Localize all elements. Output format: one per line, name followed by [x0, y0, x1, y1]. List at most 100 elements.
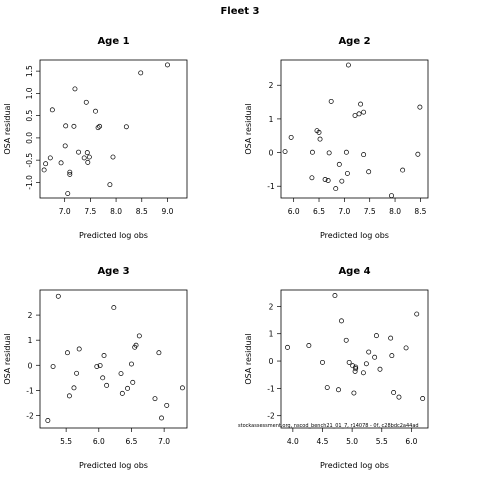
data-point — [165, 62, 170, 68]
data-point — [344, 170, 350, 176]
panel-title: Age 4 — [338, 266, 370, 277]
data-point — [94, 364, 100, 369]
y-tick-label: 2 — [269, 81, 274, 90]
data-point — [118, 371, 124, 377]
data-point — [285, 344, 290, 350]
x-tick-label: 5.5 — [60, 437, 72, 446]
x-tick-label: 7.0 — [338, 207, 350, 216]
data-point — [41, 167, 47, 173]
y-tick-label: -2 — [267, 412, 275, 421]
data-point — [353, 364, 359, 370]
data-point — [71, 385, 77, 391]
y-axis-label: OSA residual — [3, 333, 12, 384]
data-point — [95, 125, 101, 131]
x-tick-label: 7.0 — [158, 437, 170, 446]
y-tick-label: 0.5 — [25, 109, 34, 121]
plot-frame — [39, 289, 188, 429]
y-tick-label: 1.0 — [25, 87, 34, 99]
data-point — [152, 396, 158, 402]
panels: Age 1 Predicted log obs OSA residual 7.0 7.5… — [3, 36, 429, 470]
data-point — [50, 364, 56, 369]
data-point — [104, 382, 110, 388]
data-point — [373, 333, 379, 339]
data-point — [282, 149, 288, 155]
y-tick-label: 1 — [269, 115, 274, 124]
data-point — [316, 129, 322, 135]
y-tick-label: 1 — [28, 336, 33, 345]
x-tick-label: 8.0 — [110, 207, 122, 216]
data-point — [361, 109, 367, 115]
y-tick-label: -1.0 — [25, 175, 34, 190]
data-point — [352, 113, 358, 118]
data-point — [325, 178, 331, 183]
data-point — [49, 107, 55, 113]
data-point — [63, 123, 69, 129]
data-point — [47, 155, 53, 161]
chart-panel-2: Age 2 Predicted log obs OSA residual 6.0 6.5… — [244, 36, 429, 240]
data-point — [136, 333, 142, 339]
data-point — [324, 385, 330, 391]
x-tick-label: 6.5 — [313, 207, 325, 216]
data-point — [391, 390, 397, 395]
data-point — [97, 363, 103, 368]
data-point — [67, 169, 73, 175]
x-tick-label: 4.0 — [287, 437, 299, 446]
chart-panel-3: Age 3 Predicted log obs OSA residual 5.5 6.0… — [3, 266, 188, 470]
data-point — [306, 343, 312, 348]
data-point — [363, 361, 369, 367]
data-point — [93, 108, 98, 114]
data-point — [62, 143, 68, 149]
y-axis-label: OSA residual — [244, 333, 253, 384]
plot-frame — [280, 59, 429, 199]
data-point — [72, 86, 78, 92]
y-tick-label: -0.5 — [25, 153, 34, 168]
data-point — [333, 186, 339, 192]
y-tick-label: 0 — [28, 361, 33, 370]
data-point — [336, 161, 342, 167]
data-point — [288, 134, 294, 140]
data-point — [343, 149, 349, 155]
data-point — [345, 62, 351, 68]
data-point — [110, 154, 116, 160]
y-tick-label: 0 — [269, 357, 274, 366]
x-tick-label: 6.5 — [125, 437, 137, 446]
data-point — [101, 353, 107, 358]
data-point — [358, 101, 364, 107]
y-tick-label: 2 — [269, 302, 274, 311]
data-point — [343, 337, 349, 343]
y-tick-label: -1 — [267, 384, 275, 393]
data-point — [317, 136, 323, 142]
data-point — [366, 349, 372, 355]
data-point — [119, 390, 125, 396]
data-point — [420, 396, 426, 401]
data-point — [107, 182, 113, 188]
y-tick-label: 2 — [28, 311, 33, 320]
plot-frame — [39, 59, 188, 199]
x-axis-label: Predicted log obs — [320, 231, 389, 240]
x-tick-label: 7.5 — [364, 207, 376, 216]
data-point — [332, 293, 338, 298]
x-tick-label: 5.0 — [346, 437, 358, 446]
x-tick-label: 8.0 — [389, 207, 401, 216]
data-point — [130, 379, 136, 385]
data-point — [339, 178, 345, 184]
data-point — [84, 150, 90, 156]
figure-title: Fleet 3 — [220, 6, 259, 17]
data-point — [417, 104, 423, 110]
data-point — [400, 167, 406, 173]
data-point — [372, 354, 378, 360]
y-tick-label: -1 — [267, 182, 275, 191]
chart-panel-4: Age 4 Predicted log obs OSA residual 4.0 4.5… — [244, 266, 429, 470]
data-point — [100, 375, 106, 381]
data-point — [320, 359, 325, 365]
y-axis-label: OSA residual — [3, 103, 12, 154]
data-point — [414, 311, 420, 317]
panel-title: Age 2 — [338, 36, 370, 47]
x-tick-label: 6.0 — [288, 207, 300, 216]
data-point — [388, 335, 394, 341]
data-point — [43, 161, 49, 167]
data-point — [164, 402, 170, 408]
data-point — [396, 394, 402, 400]
data-point — [67, 171, 73, 177]
